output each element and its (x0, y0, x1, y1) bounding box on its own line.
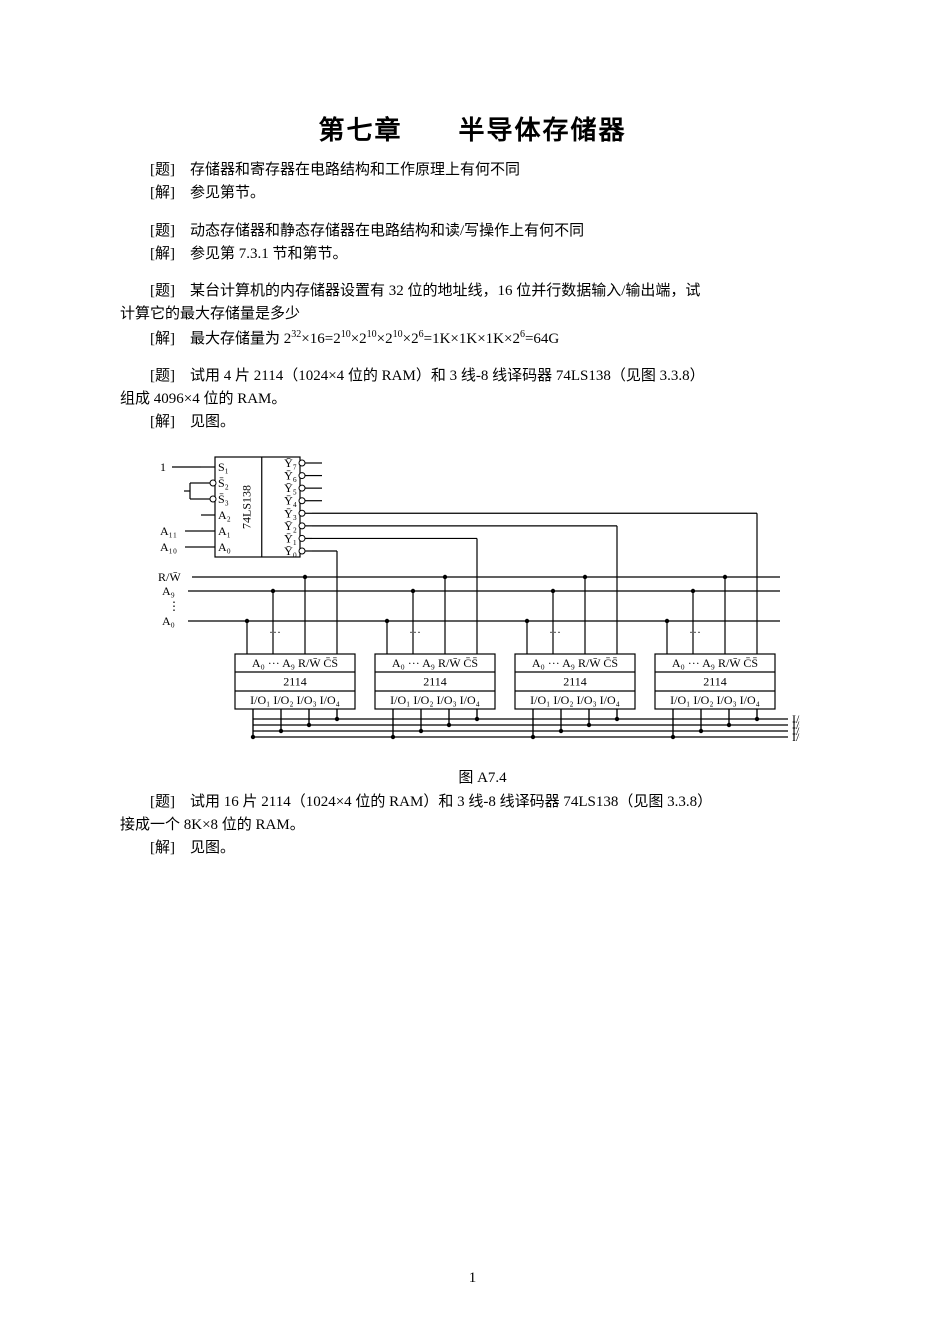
svg-text:A₉: A₉ (162, 584, 175, 598)
exp: 10 (393, 329, 403, 340)
chapter-title: 第七章 半导体存储器 (120, 110, 825, 147)
svg-text:A₀ ··· A₉ R/W̄ C̄S̄: A₀ ··· A₉ R/W̄ C̄S̄ (672, 656, 758, 670)
q-label: [题] (150, 162, 175, 178)
figure-a7-4: 74LS138S₁S̄₂S̄₃A₂A₁A₀Ȳ₇Ȳ₆Ȳ₅Ȳ₄Ȳ₃Ȳ₂Ȳ₁Ȳ₀1A₁… (140, 439, 825, 787)
question-3-line1: [题] 某台计算机的内存储器设置有 32 位的地址线，16 位并行数据输入/输出… (120, 280, 825, 303)
q-label: [题] (150, 368, 175, 384)
exp: 32 (291, 329, 301, 340)
q-label: [题] (150, 283, 175, 299)
question-1: [题] 存储器和寄存器在电路结构和工作原理上有何不同 (120, 159, 825, 182)
q-text: 试用 16 片 2114（1024×4 位的 RAM）和 3 线-8 线译码器 … (190, 794, 712, 810)
svg-text:A₁₀: A₁₀ (160, 540, 177, 554)
svg-text:S̄₂: S̄₂ (218, 476, 229, 490)
question-4-line1: [题] 试用 4 片 2114（1024×4 位的 RAM）和 3 线-8 线译… (120, 365, 825, 388)
q-text: 某台计算机的内存储器设置有 32 位的地址线，16 位并行数据输入/输出端，试 (190, 283, 700, 299)
svg-text:Ȳ₀: Ȳ₀ (284, 544, 297, 558)
a-mid: ×2 (377, 331, 393, 347)
answer-2: [解] 参见第 7.3.1 节和第节。 (120, 243, 825, 266)
q-label: [题] (150, 794, 175, 810)
a-label: [解] (150, 840, 175, 856)
svg-text:2114: 2114 (563, 674, 587, 688)
circuit-diagram-icon: 74LS138S₁S̄₂S̄₃A₂A₁A₀Ȳ₇Ȳ₆Ȳ₅Ȳ₄Ȳ₃Ȳ₂Ȳ₁Ȳ₀1A₁… (140, 439, 800, 759)
a-label: [解] (150, 246, 175, 262)
a-mid: ×16=2 (301, 331, 340, 347)
qa-block-3: [题] 某台计算机的内存储器设置有 32 位的地址线，16 位并行数据输入/输出… (120, 280, 825, 351)
qa-block-5: [题] 试用 16 片 2114（1024×4 位的 RAM）和 3 线-8 线… (120, 791, 825, 861)
a-text: 见图。 (190, 414, 235, 430)
svg-text:⋮: ⋮ (168, 599, 180, 613)
svg-text:74LS138: 74LS138 (240, 484, 254, 528)
svg-text:1: 1 (160, 460, 166, 474)
a-prefix: 最大存储量为 2 (190, 331, 291, 347)
q-text: 动态存储器和静态存储器在电路结构和读/写操作上有何不同 (190, 223, 584, 239)
svg-text:A₀ ··· A₉ R/W̄ C̄S̄: A₀ ··· A₉ R/W̄ C̄S̄ (252, 656, 338, 670)
qa-block-2: [题] 动态存储器和静态存储器在电路结构和读/写操作上有何不同 [解] 参见第 … (120, 220, 825, 267)
answer-1: [解] 参见第节。 (120, 182, 825, 205)
exp: 10 (367, 329, 377, 340)
svg-text:2114: 2114 (703, 674, 727, 688)
svg-text:A₁₁: A₁₁ (160, 524, 177, 538)
qa-block-1: [题] 存储器和寄存器在电路结构和工作原理上有何不同 [解] 参见第节。 (120, 159, 825, 206)
document-page: 第七章 半导体存储器 [题] 存储器和寄存器在电路结构和工作原理上有何不同 [解… (0, 0, 945, 1337)
svg-text:2114: 2114 (423, 674, 447, 688)
a-mid: ×2 (403, 331, 419, 347)
question-4-line2: 组成 4096×4 位的 RAM。 (120, 388, 825, 411)
a-mid: =64G (525, 331, 559, 347)
a-text: 参见第 7.3.1 节和第节。 (190, 246, 348, 262)
svg-text:I/O₁ I/O₂ I/O₃ I/O₄: I/O₁ I/O₂ I/O₃ I/O₄ (390, 693, 480, 707)
a-mid: =1K×1K×1K×2 (424, 331, 520, 347)
question-2: [题] 动态存储器和静态存储器在电路结构和读/写操作上有何不同 (120, 220, 825, 243)
svg-text:A₀ ··· A₉ R/W̄ C̄S̄: A₀ ··· A₉ R/W̄ C̄S̄ (392, 656, 478, 670)
q-label: [题] (150, 223, 175, 239)
a-text: 参见第节。 (190, 185, 265, 201)
a-label: [解] (150, 185, 175, 201)
page-number: 1 (0, 1270, 945, 1287)
svg-text:I/O₁ I/O₂ I/O₃ I/O₄: I/O₁ I/O₂ I/O₃ I/O₄ (250, 693, 340, 707)
svg-text:A₀: A₀ (218, 540, 231, 554)
answer-5: [解] 见图。 (120, 837, 825, 860)
svg-text:···: ··· (689, 625, 701, 639)
svg-text:A₁: A₁ (218, 524, 231, 538)
question-3-line2: 计算它的最大存储量是多少 (120, 303, 825, 326)
a-mid: ×2 (351, 331, 367, 347)
svg-text:R/W̄: R/W̄ (158, 570, 181, 584)
a-text: 见图。 (190, 840, 235, 856)
answer-3: [解] 最大存储量为 232×16=210×210×210×26=1K×1K×1… (120, 327, 825, 351)
svg-text:S̄₃: S̄₃ (218, 492, 229, 506)
q-text: 试用 4 片 2114（1024×4 位的 RAM）和 3 线-8 线译码器 7… (190, 368, 705, 384)
question-5-line1: [题] 试用 16 片 2114（1024×4 位的 RAM）和 3 线-8 线… (120, 791, 825, 814)
svg-text:I/O₁ I/O₂ I/O₃ I/O₄: I/O₁ I/O₂ I/O₃ I/O₄ (530, 693, 620, 707)
figure-caption: 图 A7.4 (140, 766, 825, 787)
svg-text:A₂: A₂ (218, 508, 231, 522)
svg-text:2114: 2114 (283, 674, 307, 688)
q-text: 存储器和寄存器在电路结构和工作原理上有何不同 (190, 162, 520, 178)
svg-text:A₀: A₀ (162, 614, 175, 628)
svg-text:···: ··· (269, 625, 281, 639)
exp: 10 (341, 329, 351, 340)
svg-text:S₁: S₁ (218, 460, 229, 474)
question-5-line2: 接成一个 8K×8 位的 RAM。 (120, 814, 825, 837)
svg-text:···: ··· (549, 625, 561, 639)
svg-text:I/O₁: I/O₁ (792, 730, 800, 744)
a-label: [解] (150, 414, 175, 430)
svg-text:I/O₁ I/O₂ I/O₃ I/O₄: I/O₁ I/O₂ I/O₃ I/O₄ (670, 693, 760, 707)
svg-text:···: ··· (409, 625, 421, 639)
svg-text:A₀ ··· A₉ R/W̄ C̄S̄: A₀ ··· A₉ R/W̄ C̄S̄ (532, 656, 618, 670)
answer-4: [解] 见图。 (120, 411, 825, 434)
a-label: [解] (150, 331, 175, 347)
qa-block-4: [题] 试用 4 片 2114（1024×4 位的 RAM）和 3 线-8 线译… (120, 365, 825, 435)
